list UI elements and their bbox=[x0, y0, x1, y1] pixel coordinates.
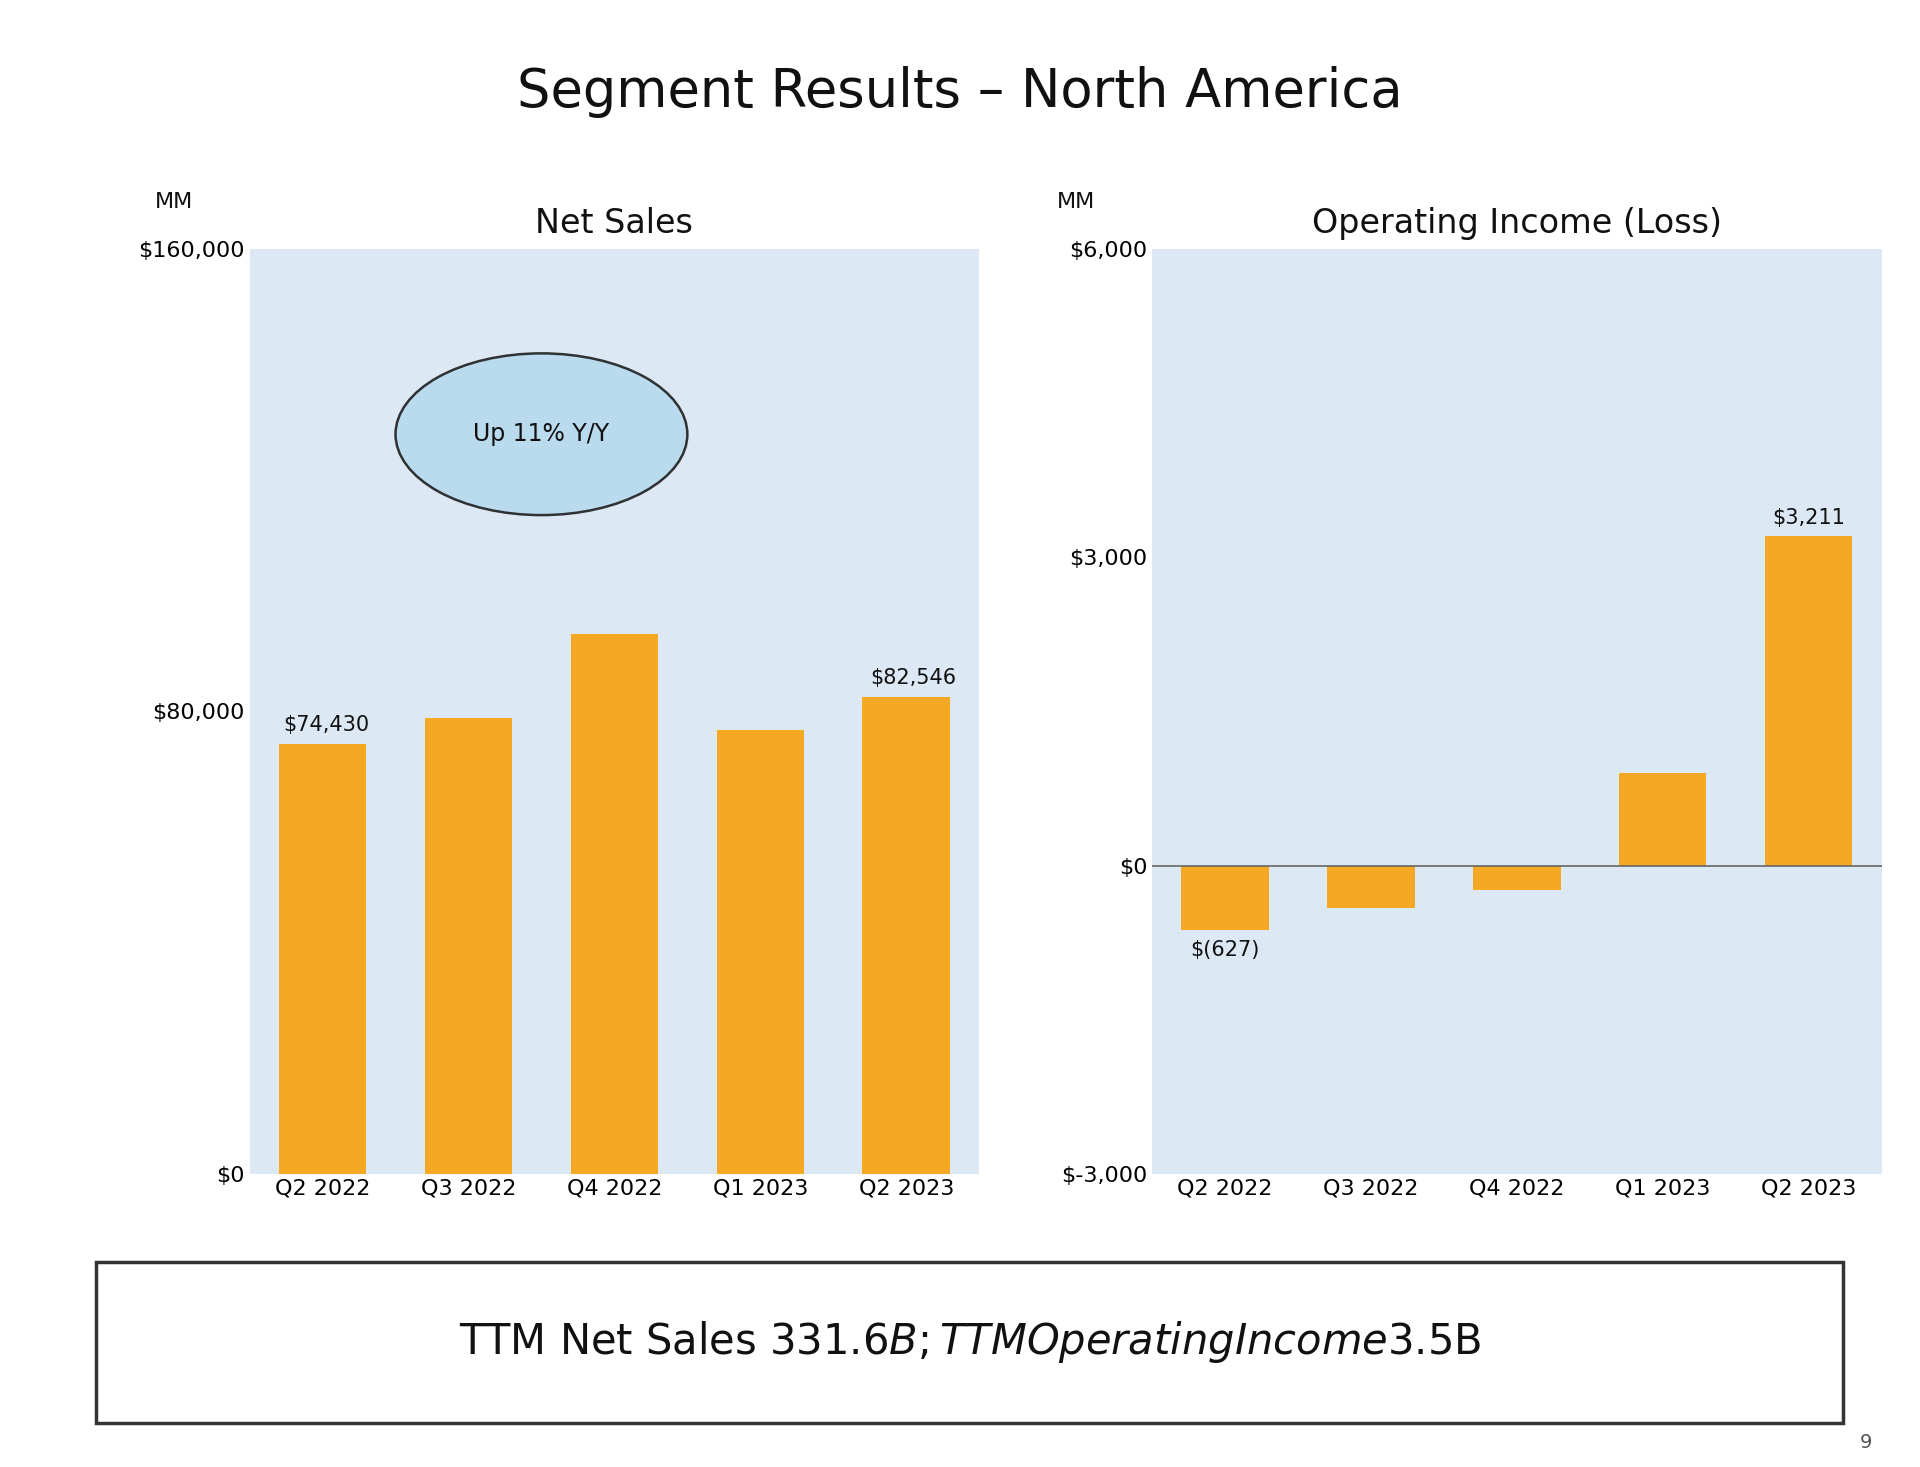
Text: 9: 9 bbox=[1860, 1433, 1872, 1452]
Text: TTM Net Sales $331.6B; TTM Operating Income $3.5B: TTM Net Sales $331.6B; TTM Operating Inc… bbox=[459, 1319, 1480, 1366]
FancyBboxPatch shape bbox=[96, 1262, 1843, 1423]
Bar bbox=[862, 697, 950, 1174]
Bar bbox=[424, 719, 513, 1174]
Ellipse shape bbox=[396, 354, 687, 515]
Bar bbox=[1473, 866, 1561, 890]
Bar bbox=[1764, 535, 1853, 866]
Text: Up 11% Y/Y: Up 11% Y/Y bbox=[474, 422, 609, 446]
Bar bbox=[1181, 866, 1269, 930]
Bar bbox=[716, 729, 804, 1174]
Title: Operating Income (Loss): Operating Income (Loss) bbox=[1311, 207, 1722, 239]
Text: MM: MM bbox=[156, 192, 194, 213]
Bar bbox=[1619, 773, 1707, 866]
Text: $82,546: $82,546 bbox=[870, 667, 956, 688]
Text: $74,430: $74,430 bbox=[282, 714, 369, 735]
Text: $(627): $(627) bbox=[1190, 940, 1260, 961]
Text: MM: MM bbox=[1058, 192, 1096, 213]
Text: Segment Results – North America: Segment Results – North America bbox=[516, 66, 1404, 117]
Title: Net Sales: Net Sales bbox=[536, 207, 693, 239]
Bar bbox=[570, 634, 659, 1174]
Bar bbox=[1327, 866, 1415, 908]
Bar bbox=[278, 744, 367, 1174]
Text: $3,211: $3,211 bbox=[1772, 508, 1845, 528]
